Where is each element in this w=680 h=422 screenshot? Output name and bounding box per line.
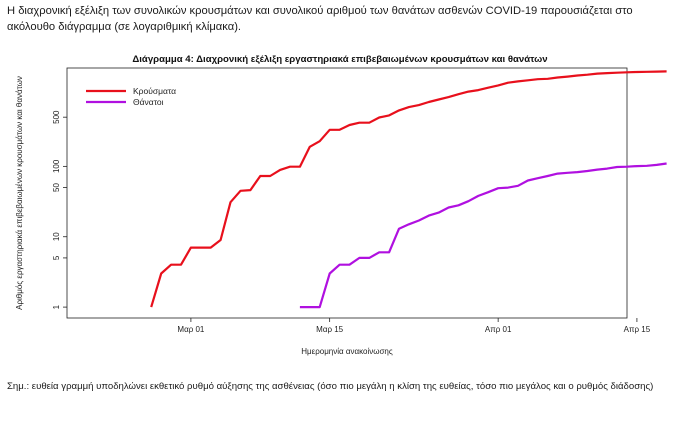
- y-axis-title: Αριθμός εργαστηριακά επιβεβαιωμένων κρου…: [15, 76, 24, 310]
- series-line-deaths: [299, 162, 667, 309]
- x-axis-title: Ημερομηνία ανακοίνωσης: [301, 347, 393, 356]
- y-tick-label: 50: [52, 183, 61, 192]
- legend-label-cases: Κρούσματα: [133, 86, 176, 96]
- chart-title: Διάγραμμα 4: Διαχρονική εξέλιξη εργαστηρ…: [132, 54, 548, 65]
- x-tick-label: Μαρ 15: [316, 325, 344, 334]
- x-tick-label: Απρ 01: [485, 325, 512, 334]
- y-tick-label: 5: [52, 255, 61, 260]
- y-tick-label: 10: [52, 232, 61, 241]
- plot-frame: [66, 67, 628, 319]
- y-tick-label: 100: [52, 159, 61, 173]
- x-tick-label: Μαρ 01: [177, 325, 205, 334]
- intro-paragraph: Η διαχρονική εξέλιξη των συνολικών κρουσ…: [7, 5, 633, 33]
- footnote: Σημ.: ευθεία γραμμή υποδηλώνει εκθετικό …: [7, 381, 654, 392]
- x-tick-label: Απρ 15: [624, 325, 651, 334]
- series-line-cases: [150, 70, 667, 308]
- y-tick-label: 1: [52, 304, 61, 309]
- legend-label-deaths: Θάνατοι: [133, 97, 164, 107]
- y-tick-label: 500: [52, 110, 61, 124]
